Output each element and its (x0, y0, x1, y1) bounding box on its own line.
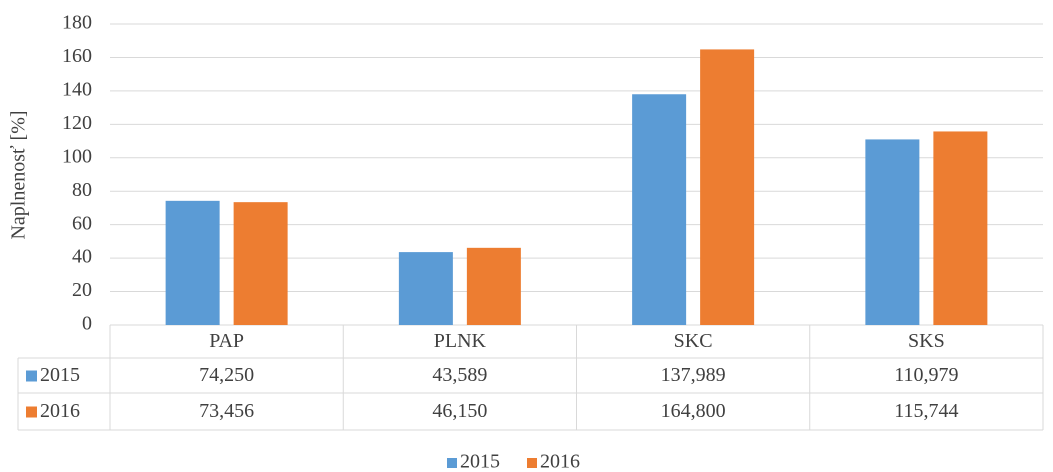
legend-label: 2016 (540, 451, 580, 472)
legend-label: 2015 (460, 451, 500, 472)
table-cell: 74,250 (199, 364, 254, 386)
y-tick-label: 0 (82, 313, 92, 335)
table-legend-key (26, 370, 37, 382)
y-tick-label: 160 (62, 45, 92, 67)
table-cell: 115,744 (894, 400, 958, 422)
y-tick-label: 40 (72, 246, 92, 268)
table-cell: 73,456 (199, 400, 254, 422)
table-cell: 46,150 (432, 400, 487, 422)
table-legend-key (26, 406, 37, 418)
table-cell: 164,800 (661, 400, 726, 422)
x-tick-label: SKC (674, 330, 713, 352)
bar (700, 49, 755, 325)
table-row-header: 2015 (40, 364, 80, 386)
bar (398, 252, 453, 325)
bar (933, 131, 988, 325)
bar (466, 247, 521, 325)
table-row-header: 2016 (40, 400, 80, 422)
y-tick-label: 60 (72, 212, 92, 234)
y-tick-label: 180 (62, 12, 92, 34)
y-tick-label: 20 (72, 279, 92, 301)
y-tick-label: 120 (62, 112, 92, 134)
legend-key (447, 458, 457, 468)
table-cell: 137,989 (661, 364, 726, 386)
y-tick-label: 140 (62, 78, 92, 100)
x-tick-label: PLNK (434, 330, 487, 352)
y-tick-label: 100 (62, 145, 92, 167)
x-tick-label: SKS (908, 330, 945, 352)
x-tick-label: PAP (209, 330, 244, 352)
bar (865, 139, 920, 325)
bar (632, 94, 687, 325)
table-cell: 43,589 (432, 364, 487, 386)
y-axis-title: Naplnenosť [%] (8, 110, 30, 239)
table-cell: 110,979 (894, 364, 958, 386)
y-tick-label: 80 (72, 179, 92, 201)
bar (165, 200, 220, 325)
legend-key (527, 458, 537, 468)
bar (233, 202, 288, 325)
